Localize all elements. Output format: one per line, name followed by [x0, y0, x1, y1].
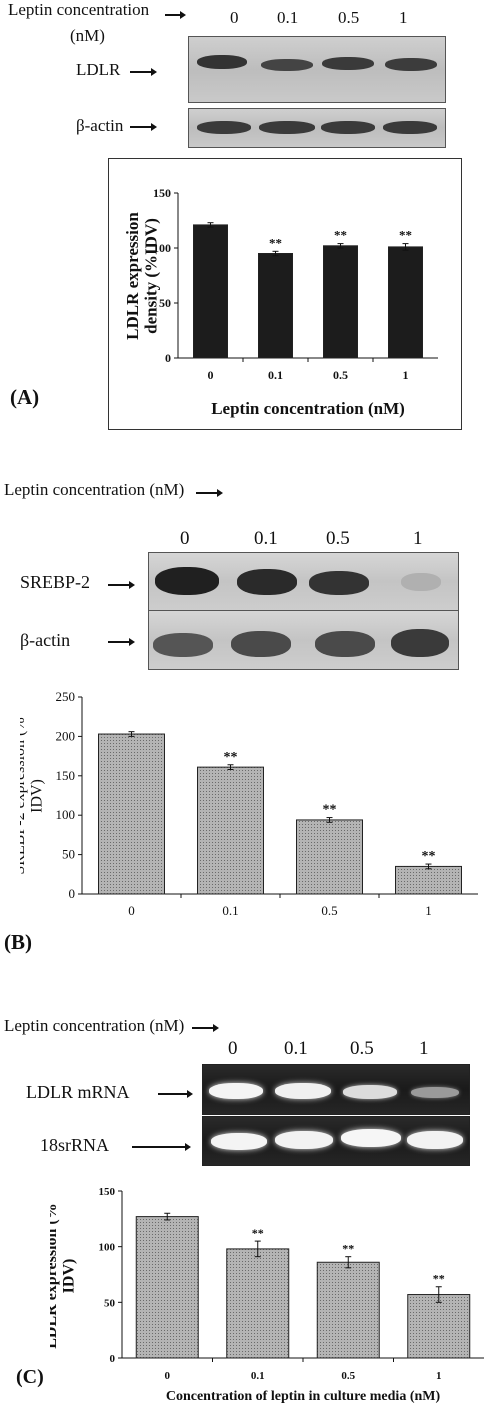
lane-label: 0.5	[350, 1038, 374, 1059]
significance-label: **	[342, 1242, 354, 1256]
y-axis-label: SREBP-2 expression (%IDV)	[20, 717, 46, 874]
x-tick-label: 1	[425, 903, 432, 918]
x-tick-label: 1	[403, 368, 409, 382]
x-tick-label: 0.5	[321, 903, 337, 918]
y-tick-label: 250	[56, 689, 76, 704]
y-tick-label: 100	[99, 1242, 116, 1254]
lane-label: 0.1	[277, 8, 299, 27]
significance-label: **	[252, 1226, 264, 1240]
western-blot-beta-actin	[148, 610, 459, 670]
x-tick-label: 0	[128, 903, 135, 918]
lane-label: 0	[180, 528, 190, 549]
bar	[193, 224, 228, 359]
bar	[98, 733, 165, 895]
y-tick-label: 150	[56, 768, 76, 783]
blot-row-label: β-actin	[20, 630, 71, 650]
lane-label: 0	[228, 1038, 238, 1059]
y-tick-label: 50	[159, 296, 171, 310]
y-tick-label: 200	[56, 728, 76, 743]
y-tick-label: 50	[62, 847, 75, 862]
panel-a-header-label: Leptin concentration	[8, 0, 150, 19]
panel-c-header-label: Leptin concentration (nM)	[4, 1016, 185, 1035]
bar	[258, 253, 293, 359]
significance-label: **	[224, 750, 238, 765]
lane-label: 1	[399, 8, 408, 27]
arrow-right-icon	[130, 123, 157, 131]
bar	[388, 246, 423, 359]
blot-row-label: LDLR	[76, 60, 121, 79]
arrow-right-icon	[130, 68, 157, 76]
significance-label: **	[399, 228, 412, 243]
western-blot-srebp2	[148, 552, 459, 611]
significance-label: **	[269, 235, 282, 250]
x-axis-label: Concentration of leptin in culture media…	[166, 1389, 441, 1403]
gel-18s-rrna	[202, 1116, 470, 1166]
x-tick-label: 1	[436, 1370, 442, 1382]
bar	[226, 1248, 290, 1359]
western-blot-ldlr	[188, 36, 446, 103]
y-tick-label: 150	[153, 186, 171, 200]
lane-label: 0.5	[338, 8, 360, 27]
y-axis-label: LDLR expressiondensity (%IDV)	[123, 212, 161, 340]
panel-label: (C)	[16, 1366, 44, 1388]
y-axis-label: LDLR expression (%IDV)	[50, 1203, 78, 1349]
arrow-right-icon	[132, 1143, 191, 1151]
arrow-right-icon	[165, 11, 186, 19]
bar	[135, 1216, 199, 1359]
x-axis-label: Leptin concentration (nM)	[211, 399, 405, 418]
y-tick-label: 0	[69, 886, 76, 901]
x-tick-label: 0.5	[333, 368, 348, 382]
bar	[323, 245, 358, 359]
panel-b-header-label: Leptin concentration (nM)	[4, 480, 185, 499]
lane-label: 0.1	[284, 1038, 308, 1059]
lane-label: 1	[413, 528, 423, 549]
x-tick-label: 0.1	[222, 903, 238, 918]
chart-b: 0 50 100 150 200 250 0 ** 0.1 ** 0.5 ** 1 Concentrati…	[20, 689, 478, 930]
x-tick-label: 0	[165, 1370, 171, 1382]
gel-ldlr-mrna	[202, 1064, 470, 1115]
arrow-right-icon	[158, 1090, 193, 1098]
y-tick-label: 100	[153, 241, 171, 255]
bar	[407, 1294, 471, 1359]
bar	[296, 819, 363, 895]
chart-a: 0 50 100 150 0 ** 0.1 ** 0.5 ** 1 Leptin concentrat…	[123, 186, 438, 418]
bar	[197, 766, 264, 895]
significance-label: **	[433, 1272, 445, 1286]
y-tick-label: 50	[104, 1297, 116, 1309]
blot-row-label: β-actin	[76, 116, 124, 135]
western-blot-beta-actin	[188, 108, 446, 148]
lane-label: 1	[419, 1038, 429, 1059]
panel-label: (B)	[4, 930, 32, 954]
blot-row-label: LDLR mRNA	[26, 1082, 130, 1102]
blot-row-label: 18srRNA	[40, 1135, 110, 1155]
arrow-right-icon	[196, 489, 223, 497]
significance-label: **	[334, 228, 347, 243]
arrow-right-icon	[192, 1024, 219, 1032]
bar	[316, 1261, 380, 1359]
chart-a-frame	[108, 158, 462, 430]
panel-a-header-unit: (nM)	[70, 26, 105, 45]
x-axis-label: Concentration of leptin in culture media…	[124, 929, 436, 930]
panel-label: (A)	[10, 385, 40, 409]
arrow-right-icon	[108, 638, 135, 646]
arrow-right-icon	[108, 581, 135, 589]
y-tick-label: 0	[165, 351, 171, 365]
y-tick-label: 150	[99, 1186, 116, 1198]
chart-c: 0 50 100 150 0 ** 0.1 ** 0.5 ** 1 Concentration of …	[50, 1186, 484, 1403]
significance-label: **	[422, 849, 436, 864]
lane-label: 0.1	[254, 528, 278, 549]
y-tick-label: 100	[56, 807, 76, 822]
bar	[395, 865, 462, 895]
significance-label: **	[323, 803, 337, 818]
x-tick-label: 0.5	[341, 1370, 355, 1382]
x-tick-label: 0.1	[251, 1370, 265, 1382]
lane-label: 0.5	[326, 528, 350, 549]
y-tick-label: 0	[110, 1353, 116, 1365]
blot-row-label: SREBP-2	[20, 572, 91, 592]
lane-label: 0	[230, 8, 239, 27]
x-tick-label: 0	[208, 368, 214, 382]
x-tick-label: 0.1	[268, 368, 283, 382]
